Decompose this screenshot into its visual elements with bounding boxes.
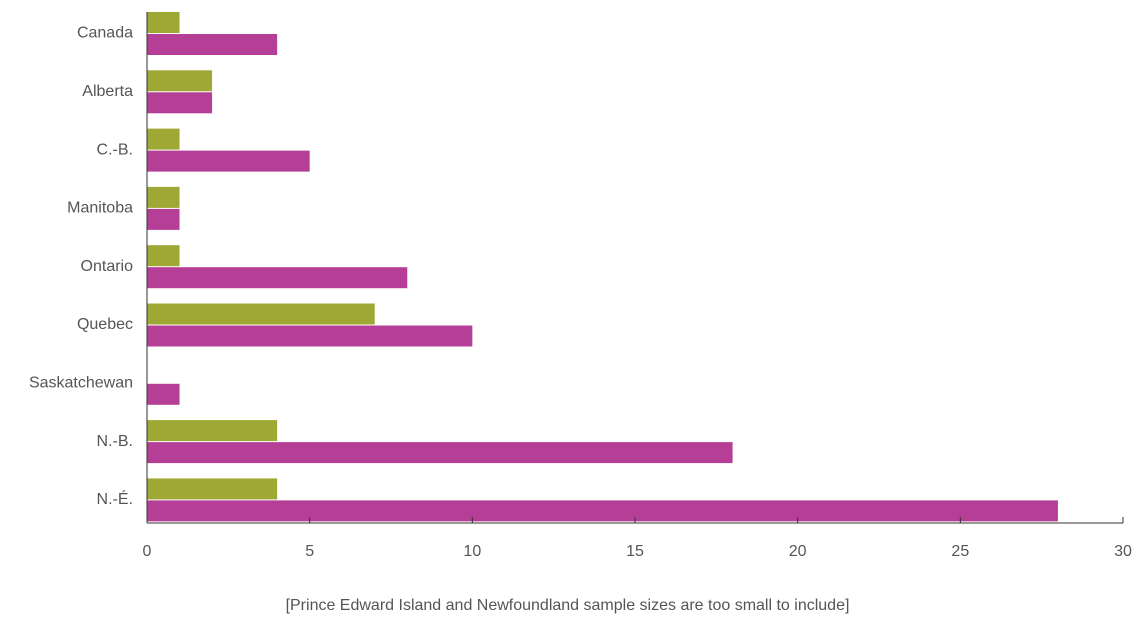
bar-series-1-8 <box>147 478 278 500</box>
bar-series-2-1 <box>147 92 213 114</box>
bar-series-1-3 <box>147 186 180 208</box>
category-label: N.-B. <box>97 433 133 450</box>
category-label: Ontario <box>81 258 134 275</box>
bar-series-1-5 <box>147 303 375 325</box>
bar-series-1-7 <box>147 420 278 442</box>
bar-series-1-4 <box>147 245 180 267</box>
category-label: C.-B. <box>97 141 133 158</box>
bar-series-2-8 <box>147 500 1058 522</box>
bar-series-2-0 <box>147 34 278 55</box>
bars-group <box>147 12 1058 522</box>
category-label: Quebec <box>77 316 133 333</box>
bar-series-1-2 <box>147 128 180 150</box>
bar-series-2-4 <box>147 267 408 289</box>
bar-series-1-0 <box>147 12 180 33</box>
x-tick-label: 15 <box>626 543 644 560</box>
x-axis-ticks: 0 5 10 15 20 25 30 <box>143 517 1132 560</box>
x-tick-label: 5 <box>305 543 314 560</box>
bar-series-2-6 <box>147 383 180 405</box>
category-label: Manitoba <box>67 200 133 217</box>
category-label: Canada <box>77 25 133 42</box>
bar-series-1-1 <box>147 70 213 92</box>
x-tick-label: 20 <box>789 543 807 560</box>
category-label: N.-É. <box>97 489 133 508</box>
bar-series-2-2 <box>147 150 310 172</box>
bar-series-2-7 <box>147 442 733 464</box>
x-tick-label: 30 <box>1114 543 1132 560</box>
category-label: Saskatchewan <box>29 375 133 392</box>
bar-series-2-3 <box>147 208 180 230</box>
x-tick-label: 25 <box>951 543 969 560</box>
bar-series-2-5 <box>147 325 473 347</box>
x-tick-label: 10 <box>463 543 481 560</box>
footnote: [Prince Edward Island and Newfoundland s… <box>285 597 850 614</box>
x-tick-label: 0 <box>143 543 152 560</box>
category-label: Alberta <box>82 83 133 100</box>
category-labels: Canada Alberta C.-B. Manitoba Ontario Quebec S… <box>29 25 133 508</box>
